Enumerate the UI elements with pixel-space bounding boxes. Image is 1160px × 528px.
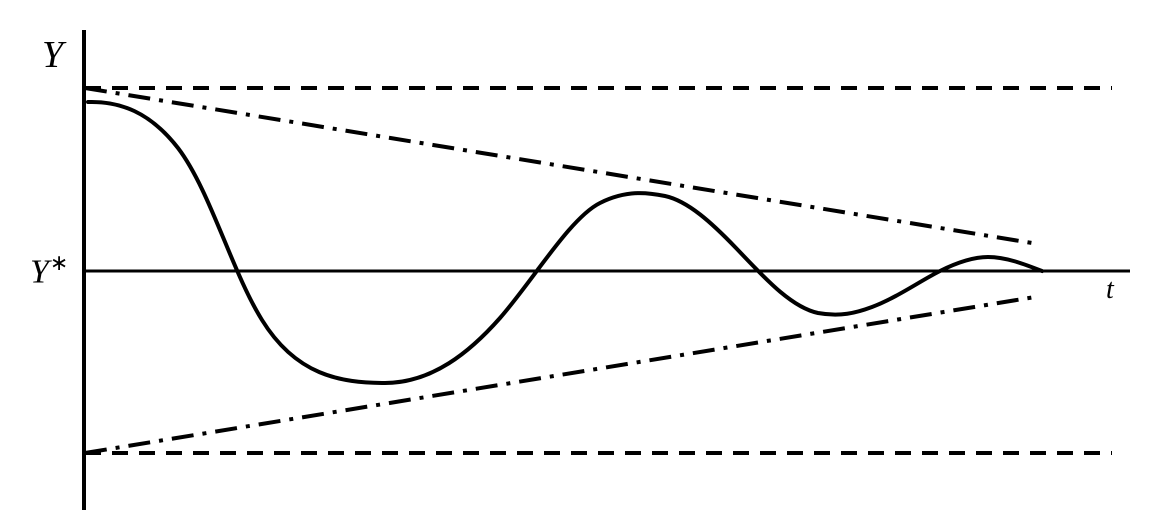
upper-envelope-dashdot-line xyxy=(84,86,1033,245)
y-axis-label: Y xyxy=(42,34,64,76)
y-star-asterisk: ∗ xyxy=(49,250,69,275)
y-star-label: Y∗ xyxy=(30,252,68,289)
t-axis-label: t xyxy=(1106,274,1114,305)
lower-envelope-dashdot-line xyxy=(84,295,1036,455)
damped-oscillation-curve xyxy=(86,99,1044,385)
y-star-base: Y xyxy=(30,253,49,291)
